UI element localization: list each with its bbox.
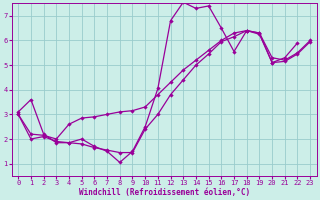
X-axis label: Windchill (Refroidissement éolien,°C): Windchill (Refroidissement éolien,°C) <box>79 188 250 197</box>
